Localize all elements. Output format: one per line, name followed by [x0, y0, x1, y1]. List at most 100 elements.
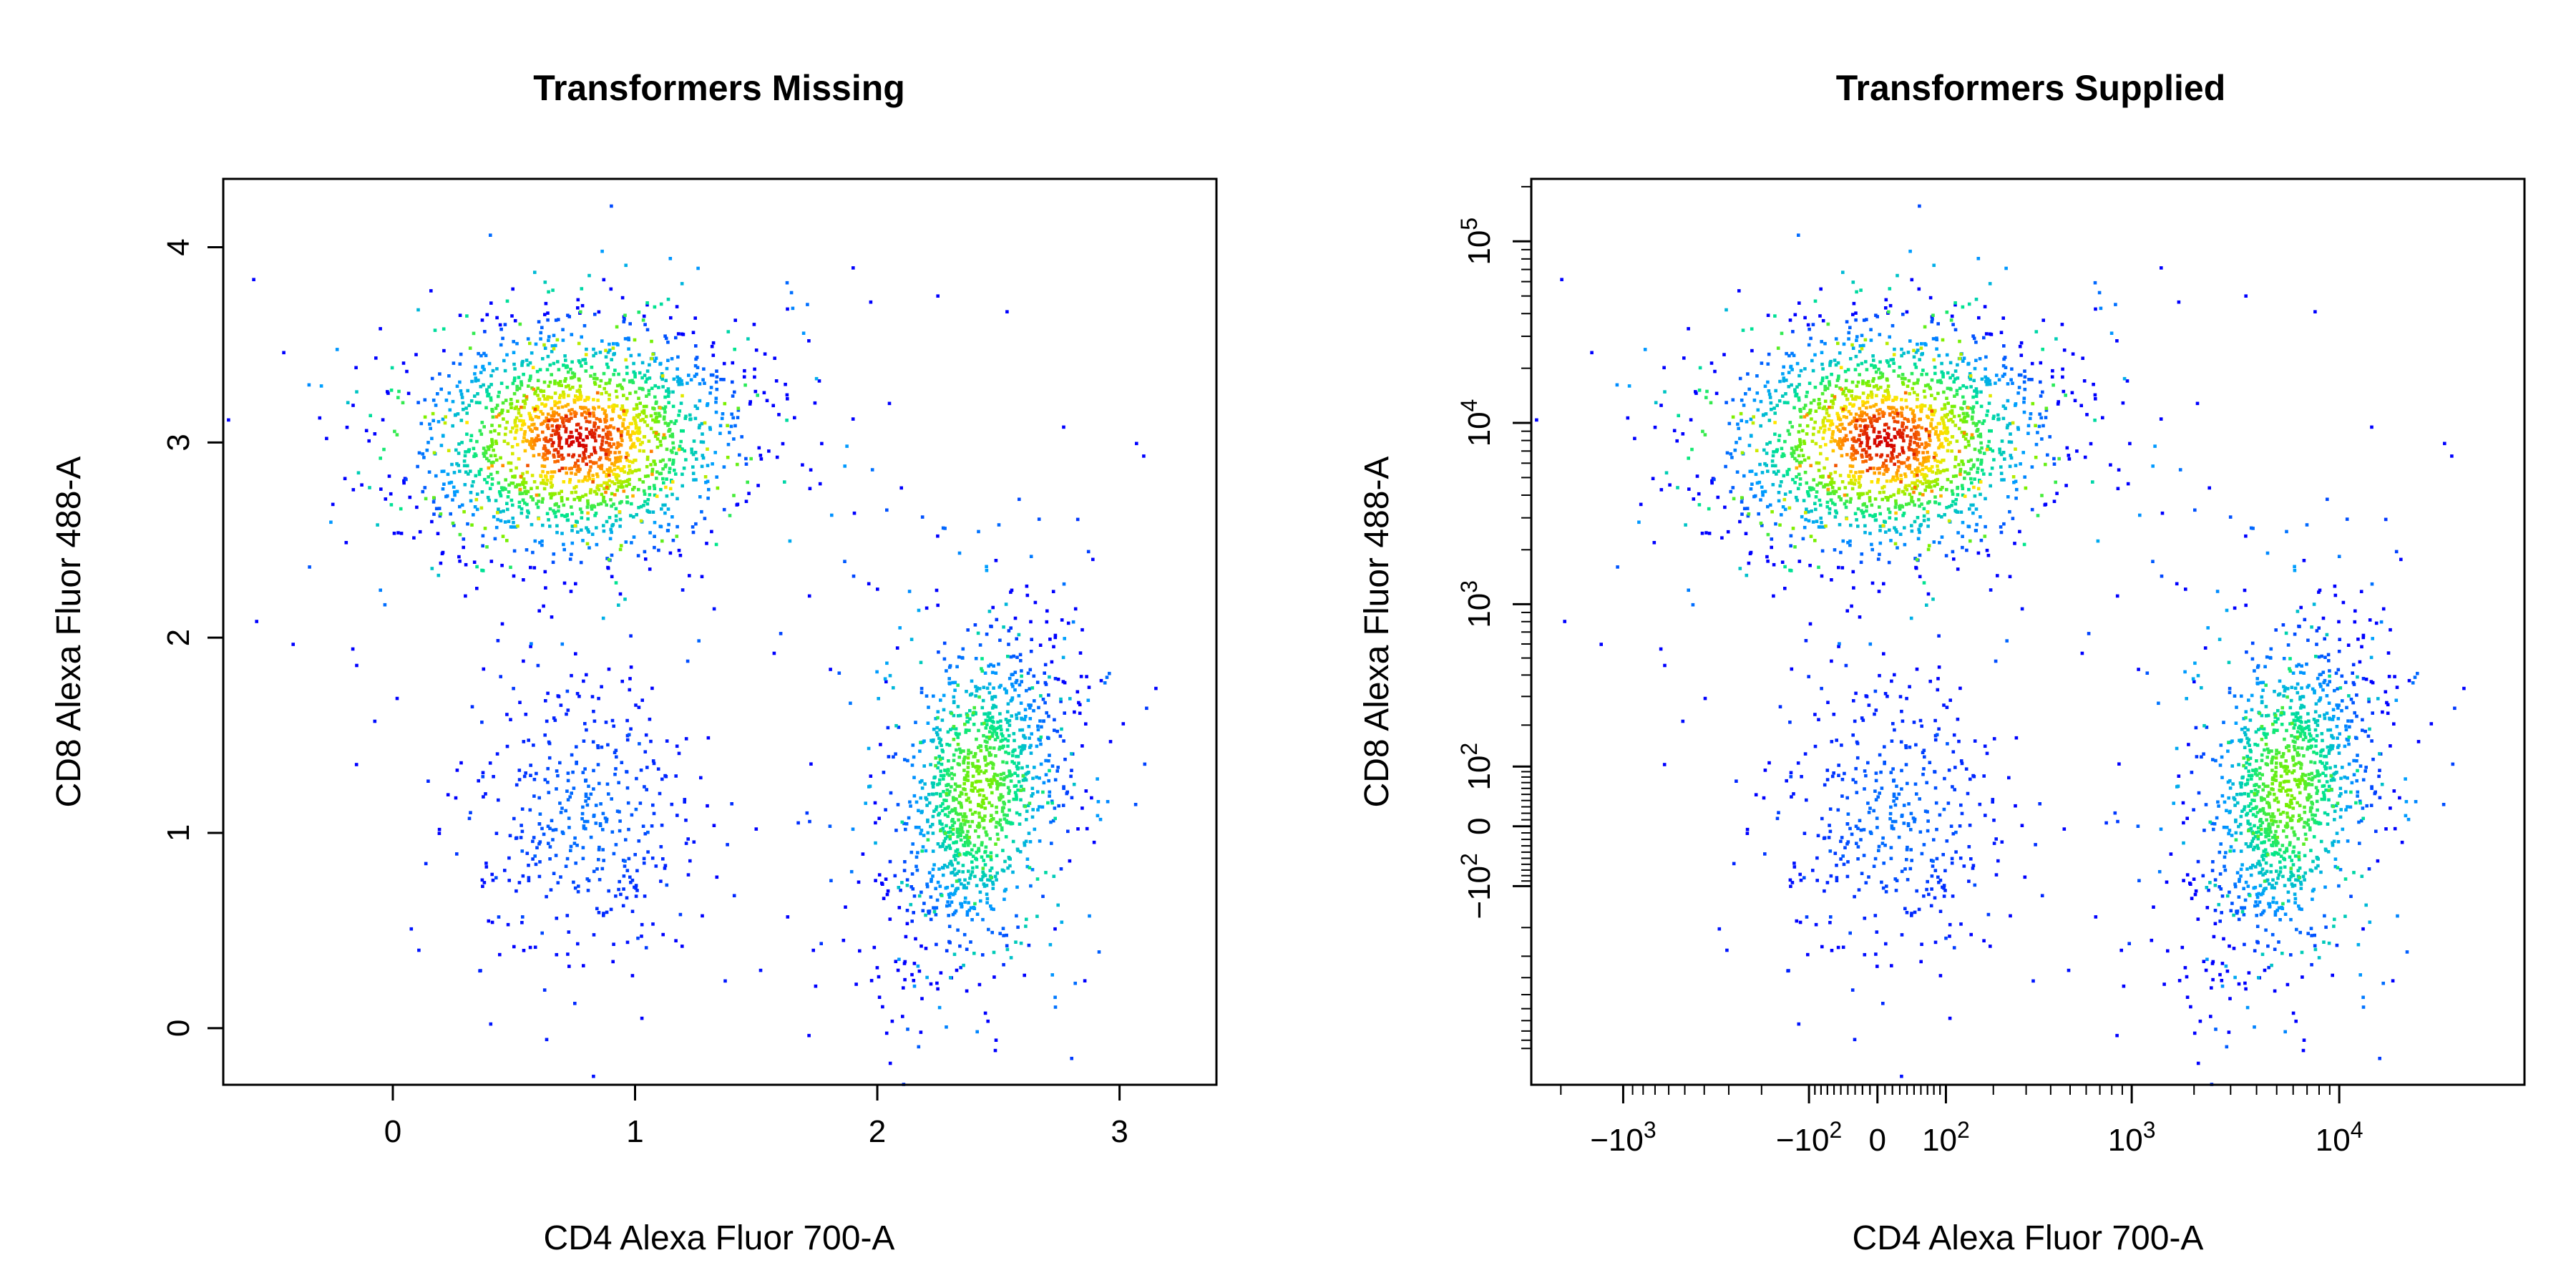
scatter-point	[396, 396, 400, 399]
scatter-point	[574, 472, 577, 476]
scatter-point	[577, 467, 580, 471]
scatter-point	[2233, 884, 2238, 889]
scatter-point	[1959, 510, 1963, 514]
scatter-point	[1062, 425, 1065, 429]
scatter-point	[638, 468, 641, 472]
scatter-point	[726, 843, 729, 847]
scatter-point	[985, 740, 989, 744]
scatter-point	[645, 369, 650, 373]
scatter-point	[953, 782, 957, 786]
scatter-point	[1035, 877, 1040, 881]
scatter-point	[519, 383, 524, 387]
scatter-point	[2293, 633, 2297, 636]
scatter-point	[537, 874, 542, 879]
scatter-point	[937, 754, 941, 758]
scatter-point	[1937, 727, 1941, 731]
scatter-point	[572, 880, 575, 884]
scatter-point	[553, 381, 557, 386]
scatter-point	[555, 502, 558, 506]
scatter-point	[714, 542, 718, 547]
scatter-point	[1009, 821, 1013, 825]
scatter-point	[1969, 385, 1973, 389]
scatter-point	[487, 459, 491, 463]
scatter-point	[624, 455, 628, 459]
scatter-point	[1030, 732, 1033, 736]
scatter-point	[454, 413, 457, 416]
scatter-point	[1878, 333, 1882, 336]
scatter-point	[733, 424, 737, 428]
scatter-point	[959, 824, 962, 828]
scatter-point	[533, 443, 537, 447]
scatter-point	[948, 826, 952, 830]
scatter-point	[564, 366, 568, 369]
scatter-point	[373, 432, 377, 436]
scatter-point	[902, 821, 906, 826]
scatter-point	[1797, 560, 1802, 563]
scatter-point	[1870, 542, 1873, 547]
scatter-point	[2239, 874, 2243, 878]
scatter-point	[1998, 451, 2002, 454]
scatter-point	[1860, 333, 1864, 338]
scatter-point	[987, 730, 992, 733]
scatter-point	[932, 781, 936, 785]
scatter-point	[1935, 347, 1938, 351]
scatter-point	[1947, 504, 1951, 509]
scatter-point	[570, 505, 573, 509]
scatter-point	[2222, 937, 2225, 941]
scatter-point	[948, 836, 952, 841]
scatter-point	[475, 587, 479, 590]
scatter-point	[596, 484, 600, 488]
scatter-point	[638, 477, 642, 482]
scatter-point	[416, 464, 419, 469]
scatter-point	[643, 894, 647, 898]
scatter-point	[605, 519, 609, 524]
scatter-point	[597, 858, 600, 862]
scatter-point	[677, 376, 680, 381]
scatter-point	[584, 416, 587, 420]
scatter-point	[1142, 454, 1146, 458]
scatter-point	[1005, 947, 1010, 952]
scatter-point	[663, 334, 667, 338]
scatter-point	[986, 715, 990, 718]
scatter-point	[635, 513, 638, 517]
scatter-point	[519, 405, 523, 409]
scatter-point	[1056, 903, 1060, 907]
scatter-point	[960, 882, 963, 886]
scatter-point	[1796, 761, 1800, 765]
scatter-point	[1763, 384, 1767, 389]
scatter-point	[580, 364, 583, 368]
scatter-point	[550, 406, 554, 411]
scatter-point	[736, 406, 741, 410]
scatter-point	[957, 747, 962, 751]
scatter-point	[537, 453, 541, 457]
scatter-point	[615, 325, 619, 329]
scatter-point	[628, 482, 631, 487]
scatter-point	[743, 369, 746, 373]
scatter-point	[939, 738, 943, 742]
scatter-point	[2233, 882, 2237, 886]
scatter-point	[888, 917, 892, 921]
scatter-point	[513, 367, 517, 371]
scatter-point	[1002, 962, 1005, 967]
scatter-point	[1813, 353, 1817, 357]
scatter-point	[2210, 986, 2213, 990]
scatter-point	[2040, 437, 2044, 441]
scatter-point	[1005, 761, 1009, 765]
scatter-point	[528, 341, 532, 346]
scatter-point	[2253, 1025, 2256, 1029]
scatter-point	[623, 317, 626, 321]
scatter-point	[2165, 880, 2169, 884]
scatter-point	[1025, 917, 1028, 922]
scatter-point	[595, 416, 599, 421]
scatter-point	[484, 449, 487, 453]
scatter-point	[1961, 520, 1965, 525]
scatter-point	[757, 446, 761, 450]
scatter-point	[1974, 358, 1978, 362]
scatter-point	[597, 384, 602, 389]
scatter-point	[1814, 922, 1818, 927]
scatter-point	[509, 469, 513, 472]
scatter-point	[560, 416, 563, 420]
scatter-point	[2217, 804, 2220, 808]
scatter-point	[2189, 882, 2192, 886]
scatter-point	[1029, 884, 1033, 888]
